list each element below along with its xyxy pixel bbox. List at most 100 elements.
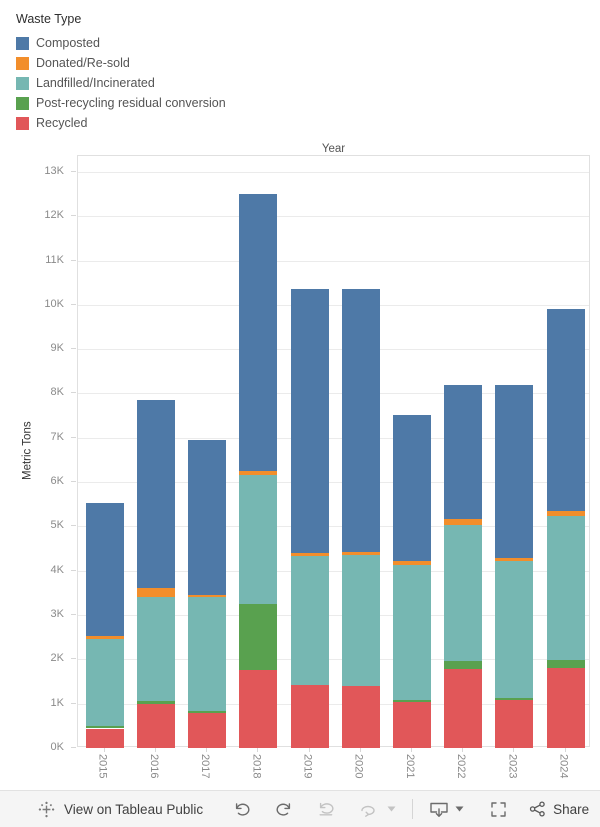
replay-icon[interactable] (317, 801, 335, 817)
y-axis-tick-label: 13K (44, 164, 64, 177)
bar-segment[interactable] (136, 400, 175, 588)
bar-segment[interactable] (239, 194, 278, 471)
bar-segment[interactable] (239, 670, 278, 748)
share-button[interactable]: Share (529, 801, 589, 817)
y-axis-tick (71, 747, 76, 748)
legend-title: Waste Type (16, 12, 82, 26)
bar-segment[interactable] (495, 557, 534, 562)
caret-down-icon[interactable] (387, 806, 396, 812)
x-axis-year-label: 2017 (199, 754, 212, 779)
bar-segment[interactable] (85, 638, 124, 727)
y-axis-tick (71, 658, 76, 660)
x-axis-tick (308, 748, 310, 752)
y-axis-tick (71, 215, 76, 217)
bar-segment[interactable] (290, 556, 329, 686)
bar-segment[interactable] (85, 728, 124, 748)
bottom-toolbar: View on Tableau Public (0, 790, 600, 827)
bar-segment[interactable] (546, 309, 585, 512)
bar-segment[interactable] (239, 603, 278, 671)
share-label: Share (553, 801, 590, 817)
bar-segment[interactable] (341, 552, 380, 556)
bar-segment[interactable] (392, 561, 431, 565)
x-axis-year-label: 2015 (96, 754, 109, 779)
y-axis-tick-label: 12K (44, 209, 64, 222)
bar-segment[interactable] (341, 685, 380, 748)
bar-segment[interactable] (85, 503, 124, 637)
bar-segment[interactable] (136, 597, 175, 702)
y-axis-tick-label: 1K (50, 696, 64, 709)
gridline (78, 703, 589, 705)
y-axis-tick-label: 2K (50, 652, 64, 665)
bar-segment[interactable] (290, 685, 329, 748)
x-axis-tick (154, 748, 156, 752)
bar-segment[interactable] (546, 660, 585, 668)
redo-icon[interactable] (275, 801, 293, 817)
bar-segment[interactable] (85, 636, 124, 639)
y-axis-tick (71, 348, 76, 350)
bar-segment[interactable] (136, 587, 175, 598)
bar-segment[interactable] (188, 597, 227, 712)
bar-segment[interactable] (546, 511, 585, 517)
gridline (78, 260, 589, 262)
bar-segment[interactable] (392, 564, 431, 701)
y-axis-tick (71, 436, 76, 438)
legend-item[interactable]: Composted (16, 33, 226, 53)
legend-item[interactable]: Post-recycling residual conversion (16, 93, 226, 113)
bar-segment[interactable] (392, 700, 431, 703)
bar-segment[interactable] (495, 697, 534, 701)
bar-segment[interactable] (495, 384, 534, 558)
bar-segment[interactable] (239, 471, 278, 476)
bar-segment[interactable] (85, 726, 124, 729)
undo-icon[interactable] (233, 801, 251, 817)
x-axis-tick (564, 748, 566, 752)
bar-segment[interactable] (495, 561, 534, 698)
x-axis-year-label: 2018 (250, 754, 263, 779)
bar-segment[interactable] (444, 669, 483, 748)
legend-item[interactable]: Landfilled/Incinerated (16, 73, 226, 93)
bar-segment[interactable] (136, 703, 175, 748)
gridline (78, 304, 589, 306)
y-axis-tick (71, 392, 76, 394)
bar-segment[interactable] (188, 439, 227, 596)
gridline (78, 349, 589, 351)
y-axis-tick-label: 9K (50, 342, 64, 355)
view-on-tableau-public-button[interactable]: View on Tableau Public (38, 801, 203, 818)
bar-segment[interactable] (392, 414, 431, 562)
refresh-icon[interactable] (359, 801, 377, 817)
y-axis-tick-label: 5K (50, 519, 64, 532)
waste-type-legend: Waste Type Composted Donated/Re-sold Landf… (16, 12, 226, 133)
legend-item[interactable]: Recycled (16, 113, 226, 133)
bar-segment[interactable] (290, 552, 329, 557)
bar-segment[interactable] (392, 702, 431, 748)
x-axis-year-label: 2024 (557, 754, 570, 779)
y-axis-tick-label: 0K (50, 741, 64, 753)
legend-swatch-icon (16, 56, 29, 70)
bar-segment[interactable] (444, 660, 483, 670)
bar-segment[interactable] (290, 289, 329, 553)
y-axis-tick (71, 569, 76, 571)
view-on-tableau-public-label: View on Tableau Public (64, 801, 204, 817)
bar-segment[interactable] (188, 711, 227, 714)
download-caret-down-icon[interactable] (455, 806, 464, 812)
bar-segment[interactable] (444, 519, 483, 525)
legend-swatch-icon (16, 116, 29, 130)
y-axis-tick (71, 481, 76, 483)
y-axis-tick-label: 7K (50, 430, 64, 443)
download-device-icon[interactable] (429, 801, 449, 818)
bar-segment[interactable] (239, 475, 278, 604)
bar-segment[interactable] (444, 524, 483, 661)
fullscreen-icon[interactable] (490, 801, 507, 818)
bar-segment[interactable] (188, 595, 227, 598)
bar-segment[interactable] (188, 713, 227, 748)
bar-segment[interactable] (341, 289, 380, 553)
bar-segment[interactable] (341, 555, 380, 686)
bar-segment[interactable] (546, 516, 585, 661)
bar-segment[interactable] (495, 700, 534, 748)
bar-segment[interactable] (444, 384, 483, 520)
legend-item[interactable]: Donated/Re-sold (16, 53, 226, 73)
bar-segment[interactable] (546, 667, 585, 748)
legend-item-label: Post-recycling residual conversion (36, 96, 226, 110)
bar-segment[interactable] (136, 701, 175, 704)
legend-swatch-icon (16, 96, 29, 110)
